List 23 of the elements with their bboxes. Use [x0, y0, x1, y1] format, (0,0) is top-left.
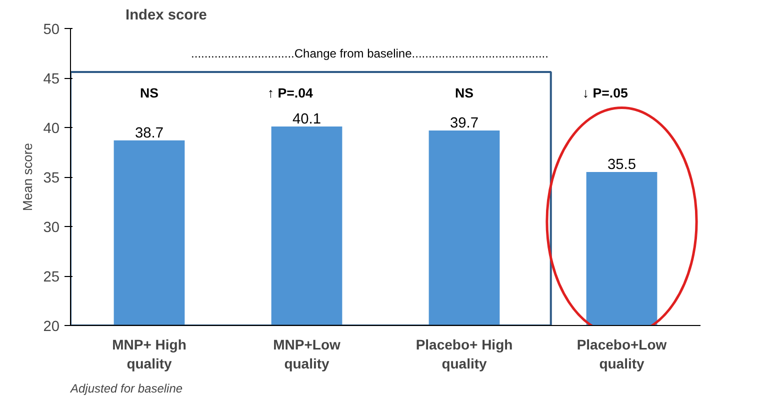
y-tick-label: 45 — [43, 72, 60, 88]
data-label: 35.5 — [607, 157, 636, 174]
y-tick-label: 20 — [43, 319, 60, 335]
annotation: NS — [140, 85, 159, 100]
y-axis-title: Mean score — [20, 143, 36, 211]
y-tick-label: 40 — [43, 121, 60, 137]
x-tick-label: MNP+Low quality — [273, 336, 340, 372]
data-label: 38.7 — [134, 125, 164, 142]
chart-title: Index score — [126, 8, 207, 24]
annotation: ...............................Change from baseline......................................... — [191, 46, 548, 60]
annotation: ↓ P=.05 — [582, 85, 629, 100]
x-tick-label: MNP+ High quality — [112, 336, 186, 372]
data-label: 40.1 — [292, 112, 322, 128]
y-tick-label: 50 — [43, 22, 60, 38]
annotation: ↑ P=.04 — [267, 85, 314, 100]
y-tick-label: 25 — [43, 270, 60, 286]
x-tick-label: Placebo+ High quality — [416, 336, 513, 372]
y-tick-label: 30 — [43, 220, 60, 236]
x-tick-label: Placebo+Low quality — [576, 336, 667, 372]
annotation: NS — [454, 85, 474, 100]
text: Adjusted for baseline — [70, 382, 183, 396]
data-label: 39.7 — [450, 115, 479, 132]
y-tick-label: 35 — [43, 170, 60, 186]
